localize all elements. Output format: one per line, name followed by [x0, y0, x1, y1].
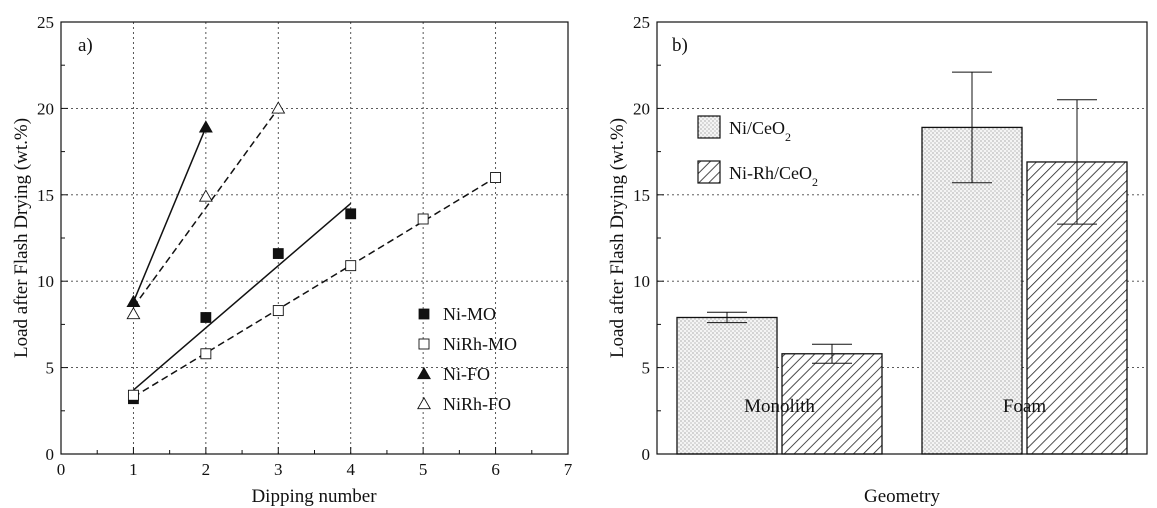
data-point-nirh-fo — [271, 101, 286, 114]
fit-line-ni-fo — [132, 127, 207, 303]
data-point-ni-fo — [198, 120, 213, 133]
panel-b-y-tick-label: 0 — [642, 445, 651, 464]
panel-a-grid — [61, 22, 568, 454]
data-point-nirh-mo — [272, 305, 284, 317]
panel-a-x-tick-label: 0 — [57, 460, 66, 479]
panel-b-error-bars — [707, 71, 1097, 364]
panel-a-x-tick-label: 1 — [129, 460, 138, 479]
panel-a-y-axis-label: Load after Flash Drying (wt.%) — [11, 118, 32, 358]
legend-marker-ni-mo — [418, 308, 430, 320]
legend-label-ni-fo: Ni-FO — [443, 364, 490, 384]
panel-a-x-tick-label: 5 — [419, 460, 428, 479]
panel-a-label: a) — [78, 35, 93, 56]
legend-label-nirh-mo: NiRh-MO — [443, 334, 517, 354]
panel-a-y-tick-label: 10 — [37, 272, 54, 291]
panel-a-markers — [126, 101, 502, 405]
bar-monolith-ni-rh-ceo2 — [781, 353, 883, 455]
category-label-foam: Foam — [1003, 396, 1047, 417]
data-point-nirh-mo — [127, 389, 139, 401]
data-point-nirh-mo — [345, 260, 357, 272]
data-point-ni-fo — [126, 294, 141, 308]
panel-a-y-tick-label: 25 — [37, 13, 54, 32]
fit-line-nirh-mo — [133, 176, 496, 398]
panel-a-x-tick-label: 7 — [564, 460, 573, 479]
data-point-nirh-mo — [417, 213, 429, 225]
panel-b-label: b) — [672, 35, 688, 56]
panel-a-y-ticks: 0 5 10 15 20 25 — [37, 13, 68, 464]
legend-label-ni-mo: Ni-MO — [443, 304, 496, 324]
panel-b-y-tick-label: 20 — [633, 99, 650, 118]
panel-a: a) 0 1 2 3 4 5 6 7 0 5 10 15 20 25 Dipping number Lo… — [11, 13, 573, 507]
panel-a-x-axis-label: Dipping number — [251, 486, 377, 507]
panel-a-fit-lines — [132, 107, 496, 398]
data-point-nirh-mo — [200, 348, 212, 360]
panel-b-legend: Ni/CeO2 Ni-Rh/CeO2 — [697, 115, 818, 189]
category-label-monolith: Monolith — [744, 396, 815, 417]
panel-b-y-axis-label: Load after Flash Drying (wt.%) — [607, 118, 628, 358]
data-point-nirh-fo — [126, 306, 141, 320]
legend-label-nirh-fo: NiRh-FO — [443, 394, 511, 414]
data-point-ni-mo — [200, 312, 212, 323]
panel-a-y-tick-label: 20 — [37, 99, 54, 118]
panel-b-y-tick-label: 15 — [633, 186, 650, 205]
fit-line-nirh-fo — [132, 107, 279, 308]
legend-marker-ni-fo — [417, 366, 431, 380]
panel-a-x-tick-label: 6 — [491, 460, 500, 479]
panel-b: Monolith Foam b) 0 5 10 15 20 25 Geometry Load… — [607, 13, 1148, 507]
panel-b-y-tick-label: 5 — [642, 359, 651, 378]
panel-a-x-ticks: 0 1 2 3 4 5 6 7 — [57, 447, 573, 479]
data-point-nirh-fo — [198, 189, 213, 202]
data-point-nirh-mo — [490, 172, 502, 183]
panel-b-y-tick-label: 25 — [633, 13, 650, 32]
panel-b-x-axis-label: Geometry — [864, 486, 940, 507]
data-point-ni-mo — [272, 248, 284, 259]
legend-swatch-dots — [697, 115, 721, 139]
panel-a-x-tick-label: 4 — [346, 460, 355, 479]
panel-a-y-tick-label: 5 — [46, 359, 55, 378]
panel-a-y-tick-label: 15 — [37, 186, 54, 205]
panel-a-x-tick-label: 3 — [274, 460, 283, 479]
panel-b-y-ticks: 0 5 10 15 20 25 — [633, 13, 664, 464]
legend-marker-nirh-mo — [418, 338, 430, 350]
panel-b-category-labels: Monolith Foam — [744, 396, 1046, 417]
panel-a-y-tick-label: 0 — [46, 445, 55, 464]
panel-a-x-tick-label: 2 — [202, 460, 211, 479]
legend-marker-nirh-fo — [417, 396, 431, 410]
bar-monolith-ni-ceo2 — [676, 316, 778, 455]
panel-a-legend: Ni-MO NiRh-MO Ni-FO NiRh-FO — [417, 304, 517, 414]
panel-a-plot-frame — [60, 21, 569, 455]
legend-label-dots: Ni/CeO2 — [729, 118, 791, 144]
fit-line-ni-mo — [132, 202, 352, 391]
legend-swatch-hatch — [697, 160, 721, 184]
data-point-ni-mo — [345, 208, 357, 220]
panel-b-y-tick-label: 10 — [633, 272, 650, 291]
legend-label-hatch: Ni-Rh/CeO2 — [729, 163, 818, 189]
